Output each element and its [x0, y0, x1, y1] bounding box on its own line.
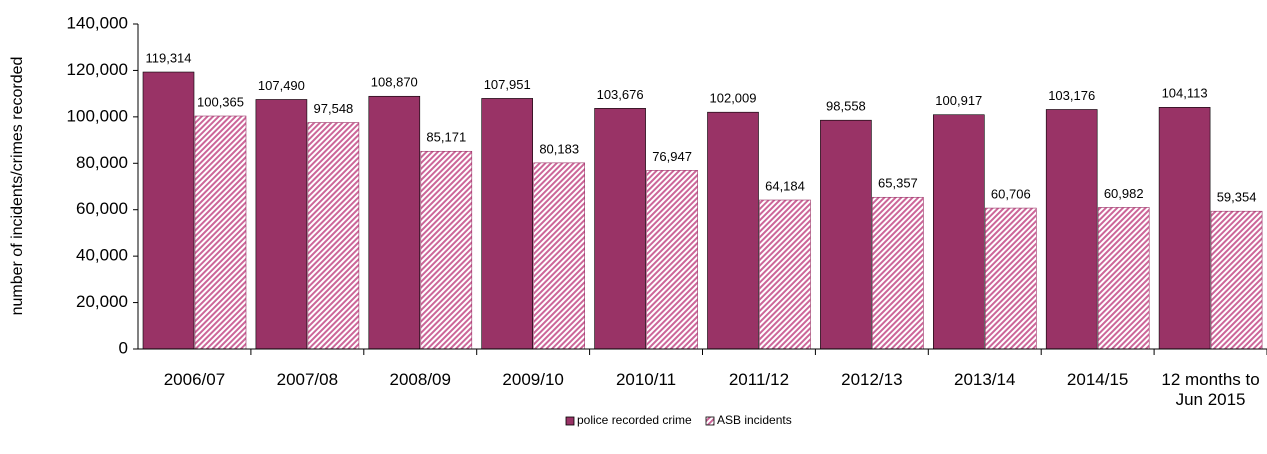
bar — [142, 71, 195, 350]
y-tick-label: 140,000 — [67, 13, 128, 32]
bar — [594, 108, 646, 350]
bar — [307, 122, 360, 350]
x-tick-label: 2006/07 — [163, 370, 226, 389]
legend-label: police recorded crime — [577, 413, 692, 427]
bar — [984, 207, 1037, 350]
data-label: 80,183 — [539, 141, 579, 156]
legend-swatch — [705, 416, 715, 426]
y-tick-label: 60,000 — [76, 199, 128, 218]
bar — [420, 150, 473, 350]
x-tick-label: 2009/10 — [502, 370, 564, 389]
bar — [646, 170, 698, 350]
x-tick-label: 2014/15 — [1066, 370, 1129, 389]
y-tick-label: 20,000 — [76, 292, 128, 311]
bar — [255, 99, 308, 350]
x-tick-label: 2008/09 — [389, 370, 451, 389]
bar — [759, 199, 811, 350]
data-label: 60,982 — [1104, 186, 1144, 201]
data-label: 98,558 — [826, 99, 866, 114]
data-label: 76,947 — [652, 149, 692, 164]
bar — [872, 196, 924, 350]
bar — [1158, 107, 1211, 350]
y-tick-label: 40,000 — [76, 246, 128, 265]
y-tick-label: 120,000 — [67, 60, 128, 79]
y-tick-label: 100,000 — [67, 106, 128, 125]
data-label: 60,706 — [991, 187, 1031, 202]
data-label: 65,357 — [878, 176, 918, 191]
data-label: 107,951 — [484, 77, 531, 92]
bar — [1097, 207, 1150, 350]
y-tick-label: 0 — [119, 338, 128, 357]
x-tick-label: 2012/13 — [841, 370, 903, 389]
data-label: 102,009 — [710, 91, 757, 106]
legend-swatch — [565, 416, 575, 426]
y-tick-label: 80,000 — [76, 153, 128, 172]
x-tick-label: 2007/08 — [276, 370, 339, 389]
x-tick-label: 2010/11 — [615, 370, 677, 389]
data-label: 59,354 — [1217, 190, 1257, 205]
data-label: 103,676 — [597, 87, 644, 102]
bar — [1210, 210, 1263, 350]
data-label: 104,113 — [1162, 86, 1208, 101]
bar — [481, 98, 534, 350]
bar — [194, 115, 247, 350]
x-tick-label: 2011/12 — [728, 370, 790, 389]
data-label: 108,870 — [371, 75, 418, 90]
x-tick-label: 2013/14 — [954, 370, 1016, 389]
data-label: 100,917 — [935, 93, 982, 108]
y-axis-title: number of incidents/crimes recorded — [9, 57, 26, 316]
x-tick-label: 12 months to Jun 2015 — [1161, 370, 1260, 409]
data-label: 64,184 — [765, 178, 805, 193]
data-label: 85,171 — [426, 130, 466, 145]
bar — [533, 162, 586, 350]
legend-label: ASB incidents — [717, 413, 792, 427]
data-label: 97,548 — [314, 101, 354, 116]
data-label: 100,365 — [197, 94, 244, 109]
data-label: 107,490 — [258, 78, 305, 93]
bar — [1045, 109, 1098, 350]
bar — [820, 119, 872, 350]
bar — [707, 111, 759, 350]
data-label: 119,314 — [145, 50, 191, 65]
bar — [368, 95, 421, 350]
data-label: 103,176 — [1048, 88, 1095, 103]
bar — [932, 114, 985, 350]
